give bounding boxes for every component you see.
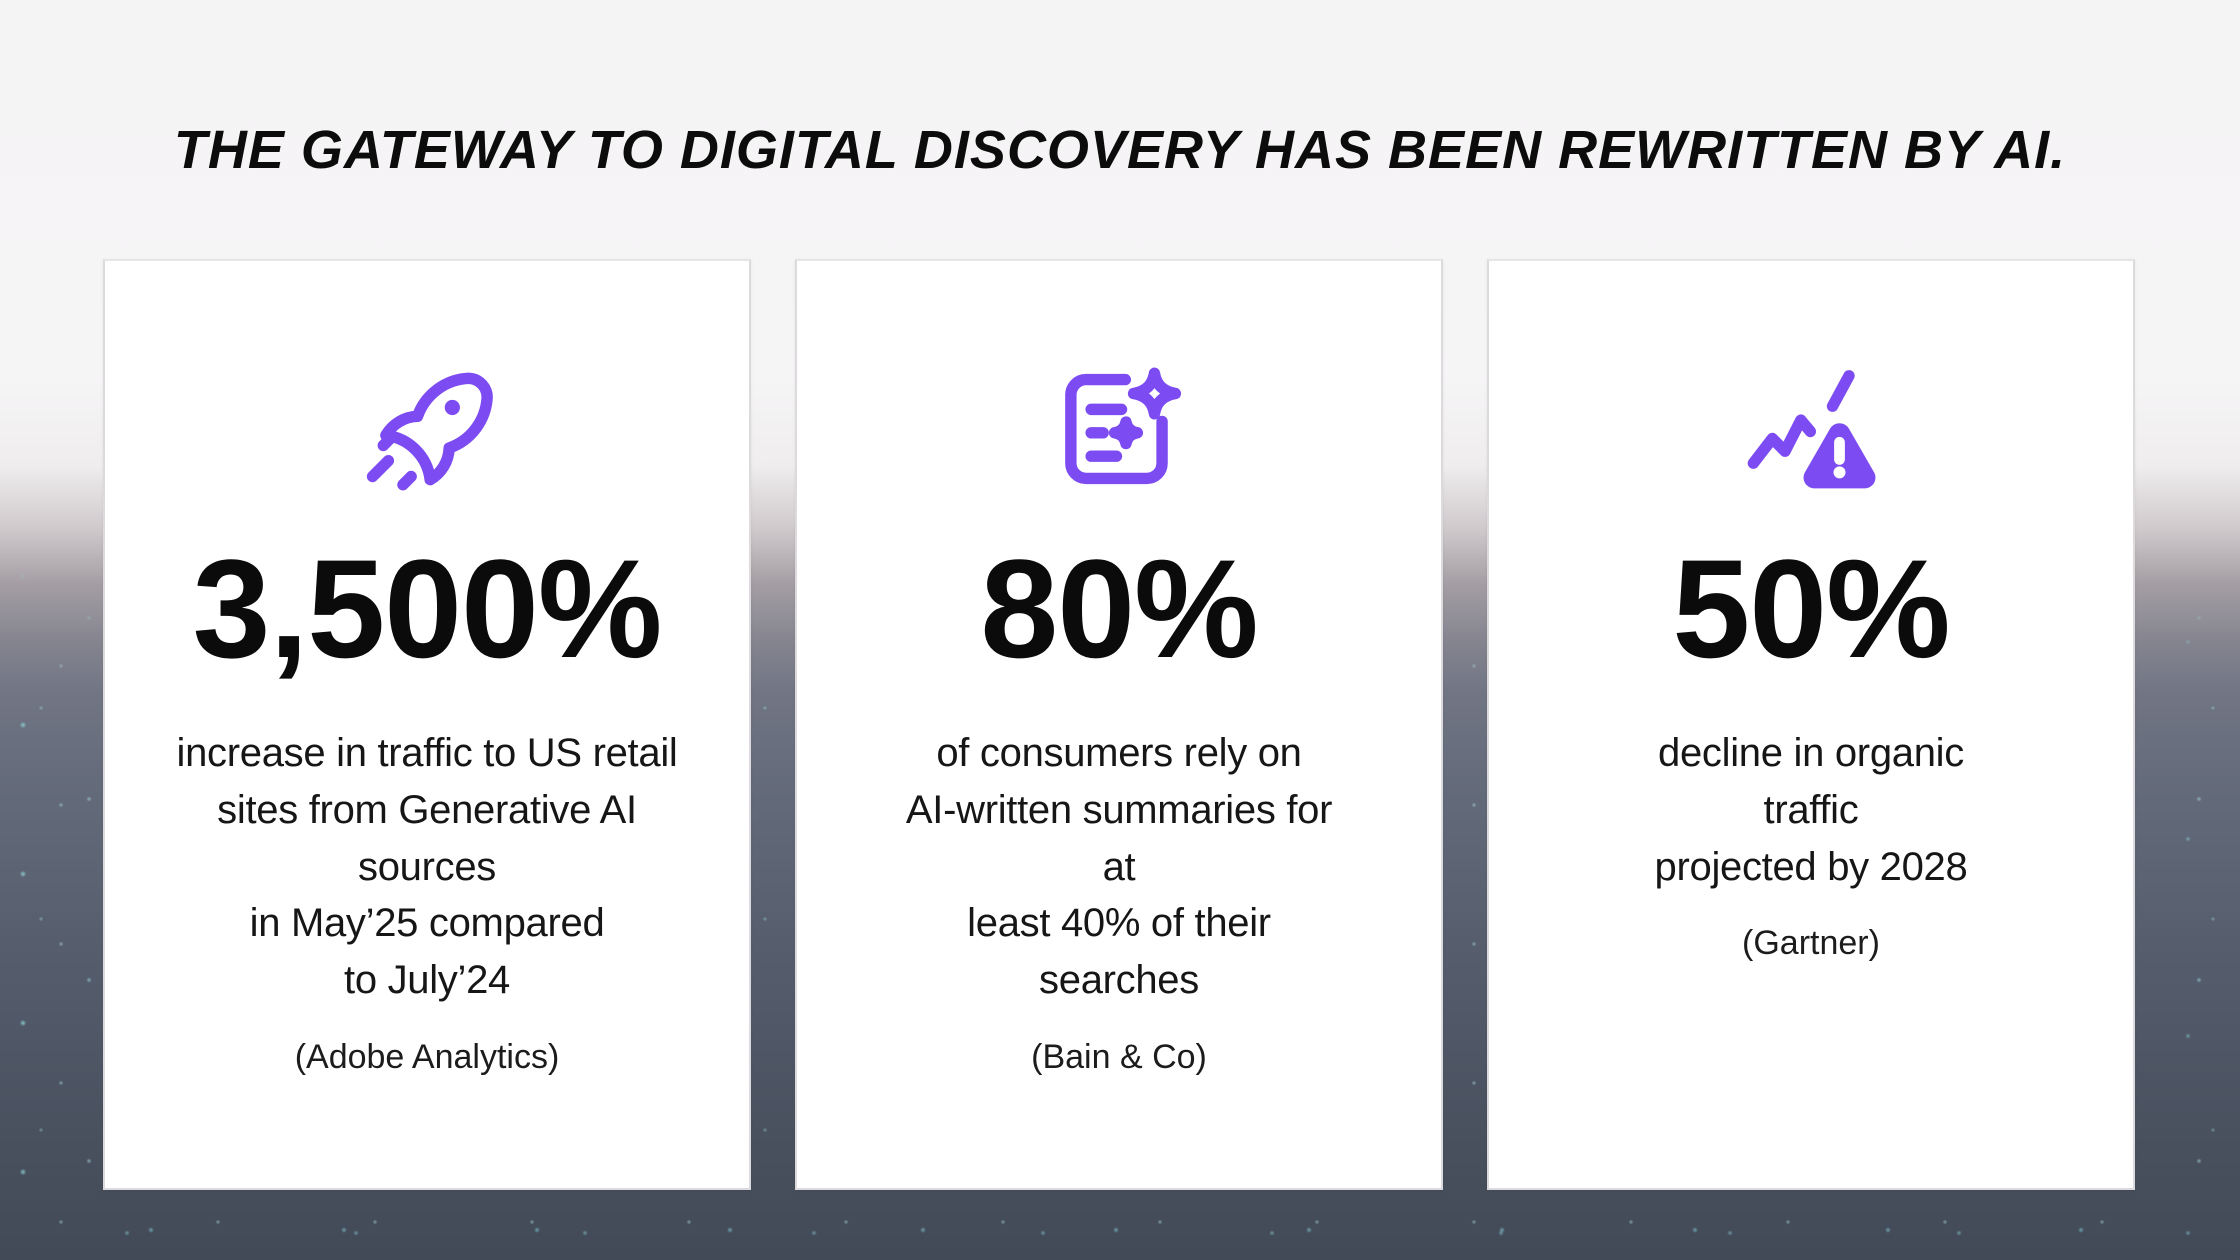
declining-chart-warning-icon — [1735, 353, 1887, 505]
slide-title: THE GATEWAY TO DIGITAL DISCOVERY HAS BEE… — [173, 120, 2067, 180]
stat-number: 80% — [980, 530, 1258, 687]
stat-card-generative-ai-traffic: 3,500% increase in traffic to US retail … — [103, 259, 751, 1190]
stat-description: of consumers rely on AI-written summarie… — [905, 731, 1333, 1003]
document-sparkle-icon — [1043, 353, 1195, 505]
rocket-icon — [351, 353, 503, 505]
stat-source: (Adobe Analytics) — [294, 1037, 560, 1076]
stat-source: (Bain & Co) — [1031, 1037, 1207, 1076]
stat-number: 3,500% — [192, 530, 663, 687]
stat-description: increase in traffic to US retail sites f… — [176, 731, 678, 1003]
stat-card-organic-traffic-decline: 50% decline in organic traffic projected… — [1487, 259, 2135, 1190]
stat-cards-row: 3,500% increase in traffic to US retail … — [103, 259, 2135, 1190]
stat-card-ai-summaries: 80% of consumers rely on AI-written summ… — [795, 259, 1443, 1190]
stat-number: 50% — [1672, 530, 1950, 687]
stat-source: (Gartner) — [1742, 924, 1880, 963]
stat-description: decline in organic traffic projected by … — [1654, 731, 1968, 889]
